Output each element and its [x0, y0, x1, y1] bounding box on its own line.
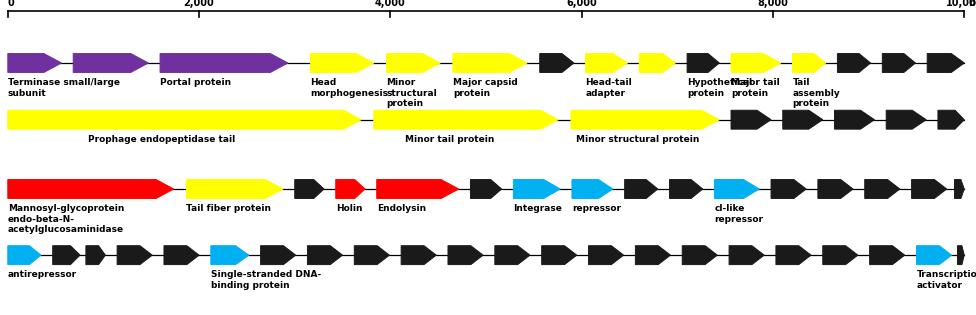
FancyArrow shape	[453, 54, 527, 72]
FancyArrow shape	[771, 180, 806, 198]
FancyArrow shape	[572, 180, 613, 198]
FancyArrow shape	[635, 246, 671, 265]
FancyArrow shape	[938, 110, 964, 129]
FancyArrow shape	[336, 180, 365, 198]
FancyArrow shape	[377, 180, 459, 198]
Text: Minor tail protein: Minor tail protein	[405, 135, 495, 144]
Text: Terminase small/large
subunit: Terminase small/large subunit	[8, 78, 120, 98]
FancyArrow shape	[865, 180, 900, 198]
FancyArrow shape	[731, 54, 781, 72]
FancyArrow shape	[729, 246, 764, 265]
FancyArrow shape	[307, 246, 343, 265]
FancyArrow shape	[682, 246, 717, 265]
FancyArrow shape	[164, 246, 199, 265]
Text: Mannosyl-glycoprotein
endo-beta-N-
acetylglucosaminidase: Mannosyl-glycoprotein endo-beta-N- acety…	[8, 204, 124, 234]
Text: Head-tail
adapter: Head-tail adapter	[586, 78, 632, 98]
Text: Head
morphogenesis: Head morphogenesis	[310, 78, 388, 98]
Text: repressor: repressor	[572, 204, 621, 213]
FancyArrow shape	[73, 54, 148, 72]
Text: Minor structural protein: Minor structural protein	[576, 135, 699, 144]
Text: Hypothetical
protein: Hypothetical protein	[687, 78, 752, 98]
FancyArrow shape	[386, 54, 440, 72]
Text: Minor
structural
protein: Minor structural protein	[386, 78, 437, 108]
FancyArrow shape	[625, 180, 658, 198]
FancyArrow shape	[870, 246, 905, 265]
FancyArrow shape	[8, 246, 41, 265]
Text: 0: 0	[8, 0, 15, 8]
FancyArrow shape	[834, 110, 874, 129]
FancyArrow shape	[374, 110, 558, 129]
FancyArrow shape	[793, 54, 826, 72]
FancyArrow shape	[916, 246, 952, 265]
FancyArrow shape	[117, 246, 152, 265]
FancyArrow shape	[818, 180, 853, 198]
Text: Major tail
protein: Major tail protein	[731, 78, 780, 98]
Text: antirepressor: antirepressor	[8, 270, 77, 279]
FancyArrow shape	[401, 246, 436, 265]
FancyArrow shape	[354, 246, 389, 265]
FancyArrow shape	[586, 54, 628, 72]
FancyArrow shape	[513, 180, 560, 198]
Text: 2,000: 2,000	[183, 0, 215, 8]
Text: Tail
assembly
protein: Tail assembly protein	[793, 78, 840, 108]
Text: 6,000: 6,000	[566, 0, 597, 8]
FancyArrow shape	[8, 110, 361, 129]
FancyArrow shape	[495, 246, 530, 265]
FancyArrow shape	[542, 246, 577, 265]
FancyArrow shape	[86, 246, 105, 265]
Text: Tail fiber protein: Tail fiber protein	[186, 204, 271, 213]
Text: Prophage endopeptidase tail: Prophage endopeptidase tail	[88, 135, 235, 144]
Text: 4,000: 4,000	[375, 0, 406, 8]
Text: Single-stranded DNA-
binding protein: Single-stranded DNA- binding protein	[211, 270, 321, 290]
FancyArrow shape	[882, 54, 915, 72]
FancyArrow shape	[714, 180, 759, 198]
Text: Endolysin: Endolysin	[377, 204, 426, 213]
FancyArrow shape	[783, 110, 823, 129]
FancyArrow shape	[211, 246, 249, 265]
FancyArrow shape	[571, 110, 719, 129]
FancyArrow shape	[589, 246, 624, 265]
FancyArrow shape	[295, 180, 324, 198]
FancyArrow shape	[639, 54, 675, 72]
FancyArrow shape	[53, 246, 80, 265]
FancyArrow shape	[8, 54, 61, 72]
FancyArrow shape	[886, 110, 926, 129]
FancyArrow shape	[912, 180, 947, 198]
FancyArrow shape	[957, 246, 964, 265]
Text: 10,000: 10,000	[946, 0, 976, 8]
FancyArrow shape	[310, 54, 374, 72]
Text: Major capsid
protein: Major capsid protein	[453, 78, 517, 98]
FancyArrow shape	[160, 54, 288, 72]
FancyArrow shape	[8, 180, 174, 198]
Text: Integrase: Integrase	[513, 204, 562, 213]
FancyArrow shape	[670, 180, 703, 198]
FancyArrow shape	[927, 54, 964, 72]
FancyArrow shape	[186, 180, 283, 198]
FancyArrow shape	[731, 110, 771, 129]
Text: bp: bp	[968, 0, 976, 8]
Text: Transcriptional
activator: Transcriptional activator	[916, 270, 976, 290]
FancyArrow shape	[955, 180, 964, 198]
Text: cl-like
repressor: cl-like repressor	[714, 204, 763, 224]
Text: Holin: Holin	[336, 204, 362, 213]
FancyArrow shape	[837, 54, 871, 72]
FancyArrow shape	[687, 54, 719, 72]
FancyArrow shape	[540, 54, 574, 72]
Text: Portal protein: Portal protein	[160, 78, 231, 87]
FancyArrow shape	[776, 246, 811, 265]
FancyArrow shape	[823, 246, 858, 265]
FancyArrow shape	[470, 180, 502, 198]
FancyArrow shape	[448, 246, 483, 265]
Text: 8,000: 8,000	[757, 0, 789, 8]
FancyArrow shape	[261, 246, 296, 265]
